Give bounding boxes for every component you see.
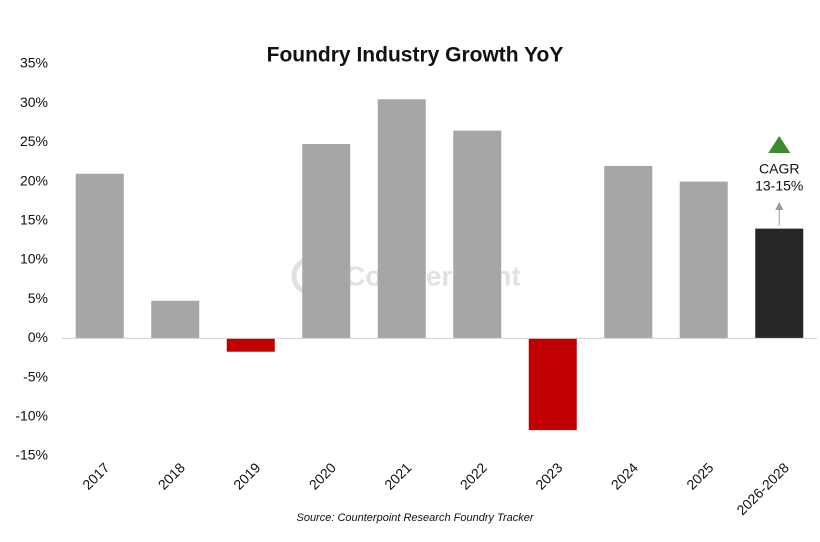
- x-tick-label: 2023: [532, 459, 565, 492]
- bar: [679, 181, 728, 339]
- bar: [755, 228, 804, 339]
- source-note: Source: Counterpoint Research Foundry Tr…: [296, 512, 534, 524]
- x-tick-label: 2022: [457, 459, 490, 492]
- x-tick-label: 2024: [608, 459, 641, 492]
- bar: [453, 130, 502, 339]
- bar: [226, 338, 275, 352]
- bar: [377, 99, 426, 339]
- x-tick-label: 2019: [230, 459, 263, 492]
- bar: [604, 165, 653, 339]
- x-tick-label: 2026-2028: [733, 459, 792, 518]
- y-tick-label: 25%: [20, 133, 48, 149]
- annotation: CAGR: [759, 161, 799, 177]
- y-tick-label: 30%: [20, 94, 48, 110]
- y-tick-label: -10%: [15, 408, 48, 424]
- bar: [75, 173, 124, 339]
- annotation: 13-15%: [755, 178, 803, 194]
- x-tick-label: 2018: [155, 459, 188, 492]
- bar: [528, 338, 577, 431]
- chart-title: Foundry Industry Growth YoY: [267, 44, 564, 67]
- bar: [302, 143, 351, 339]
- y-tick-label: 10%: [20, 251, 48, 267]
- y-tick-label: 15%: [20, 212, 48, 228]
- x-tick-label: 2017: [79, 459, 112, 492]
- y-tick-label: 5%: [28, 290, 48, 306]
- x-tick-label: 2025: [683, 459, 716, 492]
- y-tick-label: -5%: [23, 368, 48, 384]
- annotation-arrowhead: [775, 202, 784, 210]
- y-tick-label: -15%: [15, 447, 48, 463]
- bar: [151, 300, 200, 339]
- y-tick-label: 0%: [28, 329, 48, 345]
- y-tick-label: 35%: [20, 55, 48, 71]
- x-tick-label: 2020: [306, 459, 339, 492]
- y-tick-label: 20%: [20, 172, 48, 188]
- growth-triangle: [768, 136, 791, 153]
- x-tick-label: 2021: [381, 459, 414, 492]
